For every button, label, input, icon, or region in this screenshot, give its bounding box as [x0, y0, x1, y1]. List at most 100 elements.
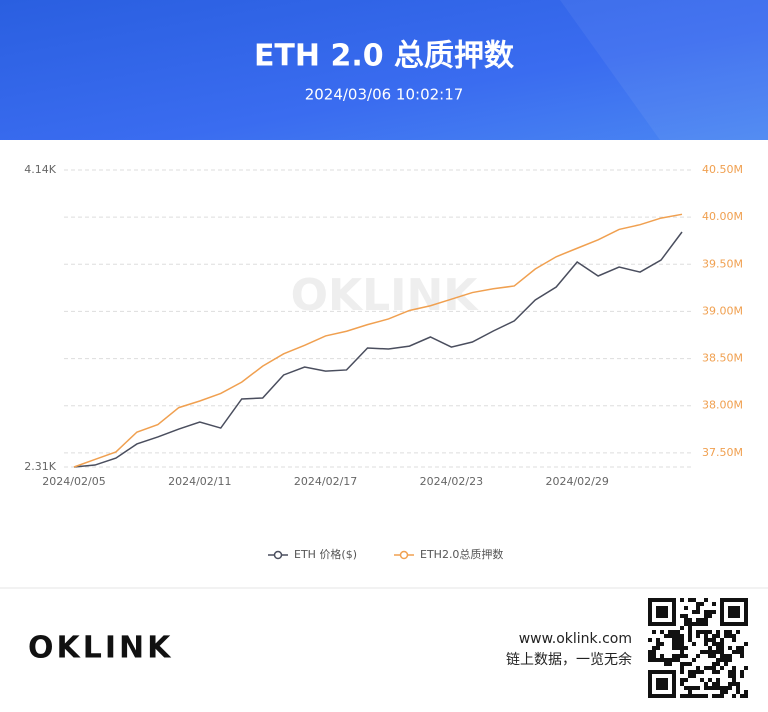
qr-cell	[720, 650, 724, 654]
qr-cell	[680, 694, 684, 698]
qr-cell	[736, 646, 740, 650]
qr-finder	[728, 606, 740, 618]
qr-cell	[692, 642, 696, 646]
qr-cell	[672, 638, 676, 642]
qr-cell	[724, 630, 728, 634]
qr-cell	[732, 682, 736, 686]
qr-cell	[680, 642, 684, 646]
qr-cell	[724, 634, 728, 638]
qr-cell	[668, 658, 672, 662]
qr-cell	[744, 642, 748, 646]
qr-cell	[704, 638, 708, 642]
qr-cell	[664, 658, 668, 662]
qr-cell	[656, 642, 660, 646]
qr-cell	[728, 658, 732, 662]
y-tick-label: 2.31K	[24, 460, 56, 473]
qr-cell	[696, 694, 700, 698]
qr-cell	[692, 622, 696, 626]
qr-cell	[652, 658, 656, 662]
qr-cell	[672, 634, 676, 638]
qr-cell	[712, 642, 716, 646]
qr-cell	[732, 670, 736, 674]
qr-cell	[688, 638, 692, 642]
qr-cell	[744, 690, 748, 694]
qr-cell	[740, 674, 744, 678]
qr-cell	[696, 610, 700, 614]
qr-cell	[716, 646, 720, 650]
qr-cell	[696, 630, 700, 634]
qr-cell	[712, 682, 716, 686]
qr-cell	[704, 682, 708, 686]
qr-cell	[696, 666, 700, 670]
qr-cell	[696, 670, 700, 674]
qr-cell	[708, 638, 712, 642]
qr-cell	[684, 694, 688, 698]
x-tick-label: 2024/02/17	[294, 475, 357, 488]
qr-cell	[652, 630, 656, 634]
y2-tick-label: 39.00M	[702, 304, 743, 317]
qr-cell	[680, 614, 684, 618]
qr-cell	[716, 670, 720, 674]
qr-cell	[720, 642, 724, 646]
qr-cell	[700, 670, 704, 674]
qr-cell	[680, 682, 684, 686]
qr-cell	[652, 646, 656, 650]
x-tick-label: 2024/02/11	[168, 475, 231, 488]
qr-cell	[716, 682, 720, 686]
qr-cell	[704, 610, 708, 614]
watermark: OKLINK	[291, 270, 480, 321]
qr-cell	[656, 646, 660, 650]
qr-cell	[708, 614, 712, 618]
qr-cell	[684, 646, 688, 650]
qr-cell	[704, 622, 708, 626]
qr-cell	[692, 686, 696, 690]
qr-cell	[712, 694, 716, 698]
qr-cell	[688, 634, 692, 638]
series-line	[73, 213, 683, 468]
qr-cell	[712, 602, 716, 606]
qr-cell	[668, 634, 672, 638]
qr-cell	[688, 630, 692, 634]
url: www.oklink.com	[519, 631, 632, 647]
qr-cell	[720, 690, 724, 694]
header-bg	[0, 0, 768, 140]
qr-cell	[740, 654, 744, 658]
qr-cell	[712, 654, 716, 658]
qr-cell	[724, 658, 728, 662]
qr-cell	[716, 650, 720, 654]
qr-cell	[688, 618, 692, 622]
x-tick-label: 2024/02/29	[545, 475, 608, 488]
qr-cell	[728, 686, 732, 690]
qr-cell	[704, 686, 708, 690]
qr-cell	[712, 666, 716, 670]
qr-cell	[648, 638, 652, 642]
qr-cell	[704, 694, 708, 698]
qr-cell	[656, 658, 660, 662]
qr-cell	[684, 614, 688, 618]
qr-cell	[700, 618, 704, 622]
qr-cell	[684, 622, 688, 626]
y2-tick-label: 40.00M	[702, 210, 743, 223]
qr-cell	[696, 602, 700, 606]
qr-cell	[648, 650, 652, 654]
qr-cell	[700, 678, 704, 682]
qr-cell	[708, 686, 712, 690]
legend-label: ETH2.0总质押数	[420, 547, 503, 561]
qr-cell	[672, 658, 676, 662]
qr-cell	[684, 686, 688, 690]
y-tick-label: 4.14K	[24, 163, 56, 176]
qr-cell	[704, 634, 708, 638]
legend-label: ETH 价格($)	[294, 547, 357, 561]
qr-cell	[664, 634, 668, 638]
qr-cell	[696, 606, 700, 610]
qr-cell	[676, 634, 680, 638]
qr-cell	[664, 662, 668, 666]
qr-cell	[688, 622, 692, 626]
qr-cell	[744, 694, 748, 698]
qr-cell	[736, 630, 740, 634]
qr-cell	[712, 634, 716, 638]
qr-cell	[708, 610, 712, 614]
qr-cell	[680, 626, 684, 630]
qr-cell	[676, 638, 680, 642]
